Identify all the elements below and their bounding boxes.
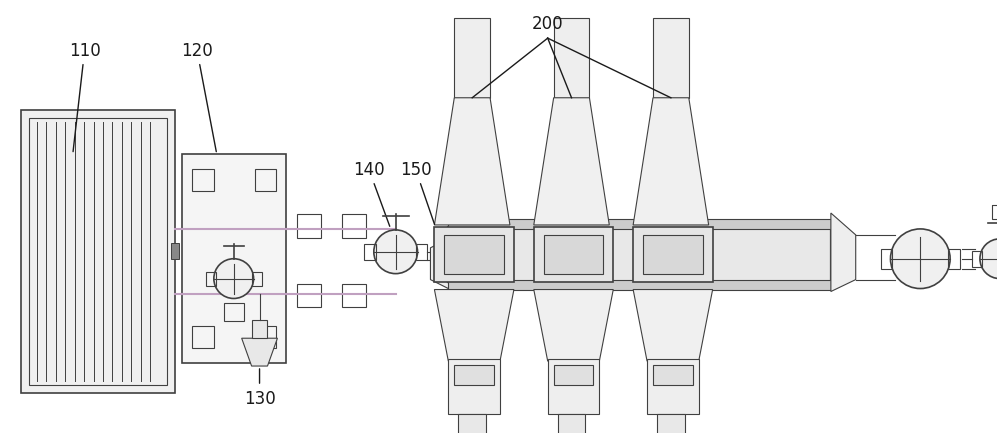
Bar [252,272,262,286]
Bar [881,249,892,269]
Polygon shape [434,99,510,225]
Bar [534,227,613,282]
Text: 110: 110 [69,42,101,152]
Bar [224,304,244,322]
Bar [554,19,589,99]
Polygon shape [633,99,709,225]
Bar [448,227,831,282]
Bar [458,414,486,434]
Bar [342,284,366,308]
Text: 200: 200 [532,15,564,33]
Text: 130: 130 [244,369,275,407]
Bar [182,155,286,363]
Bar [454,19,490,99]
Bar [972,251,982,267]
Bar [653,365,693,385]
Bar [992,206,1000,220]
Bar [192,326,214,349]
Bar [657,414,685,434]
Bar [548,359,599,414]
Bar [206,272,216,286]
Bar [342,214,366,238]
Polygon shape [633,290,713,361]
Bar [454,365,494,385]
Bar [647,359,699,414]
Polygon shape [831,214,856,292]
Circle shape [890,230,950,289]
Bar [297,284,321,308]
Text: 120: 120 [181,42,216,152]
Bar [171,243,179,259]
Bar [633,227,713,282]
Circle shape [374,230,418,274]
Text: 330: 330 [0,433,1,434]
Bar [643,235,703,274]
Bar [448,359,500,414]
Text: 140: 140 [353,161,390,227]
Circle shape [980,239,1000,279]
Polygon shape [242,339,277,366]
Bar [364,244,376,260]
Polygon shape [434,290,514,361]
Bar [448,280,831,290]
Bar [21,110,175,393]
Text: 150: 150 [400,161,435,225]
Bar [252,321,267,339]
Circle shape [214,259,254,299]
Bar [448,220,831,230]
Polygon shape [430,238,450,290]
Bar [653,19,689,99]
Bar [192,170,214,192]
Bar [416,244,427,260]
Bar [554,365,593,385]
Bar [544,235,603,274]
Bar [948,249,960,269]
Polygon shape [534,99,609,225]
Bar [434,227,514,282]
Bar [297,214,321,238]
Bar [558,414,585,434]
Polygon shape [534,290,613,361]
Bar [255,170,276,192]
Bar [255,326,276,349]
Text: 400: 400 [0,433,1,434]
Bar [444,235,504,274]
Bar [29,118,167,385]
